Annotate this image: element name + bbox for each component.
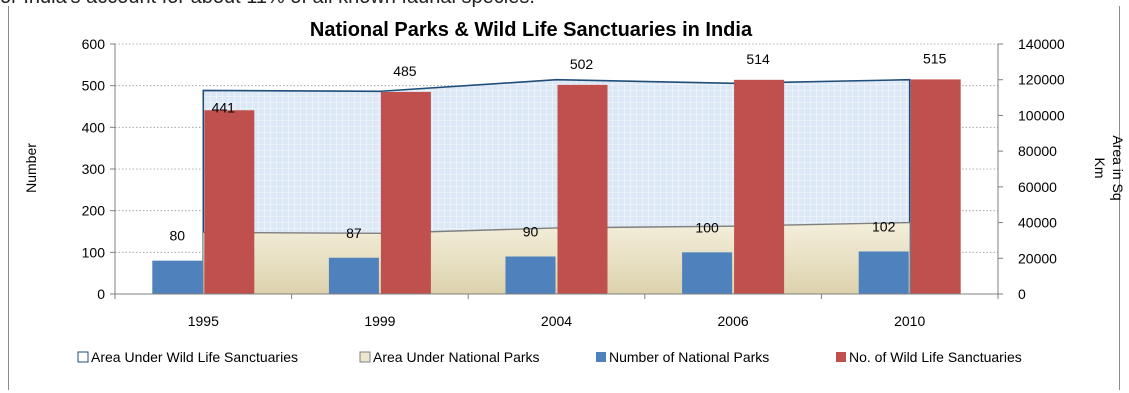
y2-axis-label-line1: Area in Sq bbox=[1110, 135, 1126, 200]
chart-title: National Parks & Wild Life Sanctuaries i… bbox=[310, 19, 753, 41]
chart-frame bbox=[8, 6, 1120, 390]
y2-axis-label: Area in Sq Km bbox=[1092, 135, 1126, 200]
bar-wildlife-sanctuaries bbox=[380, 91, 431, 295]
legend-swatch bbox=[836, 352, 846, 362]
x-tick-label: 1999 bbox=[364, 313, 395, 329]
bar-national-parks bbox=[328, 257, 379, 294]
data-label-national-parks: 87 bbox=[346, 225, 362, 241]
legend-item-area-wildlife: Area Under Wild Life Sanctuaries bbox=[91, 349, 298, 365]
y2-tick-label: 120000 bbox=[1018, 72, 1065, 88]
bar-wildlife-sanctuaries bbox=[734, 79, 785, 294]
x-tick-label: 2010 bbox=[894, 313, 925, 329]
bar-wildlife-sanctuaries bbox=[910, 79, 961, 295]
clipped-page-text: or India's account for about 11% of all … bbox=[0, 0, 535, 9]
y-tick-label: 0 bbox=[97, 286, 105, 302]
y2-tick-label: 100000 bbox=[1018, 107, 1065, 123]
x-tick-label: 1995 bbox=[188, 313, 219, 329]
y2-tick-label: 40000 bbox=[1018, 215, 1057, 231]
y-tick-label: 500 bbox=[82, 78, 106, 94]
y2-tick-label: 0 bbox=[1018, 286, 1026, 302]
data-label-national-parks: 80 bbox=[170, 228, 186, 244]
data-label-wildlife-sanctuaries: 502 bbox=[570, 56, 594, 72]
data-label-wildlife-sanctuaries: 485 bbox=[393, 63, 417, 79]
y2-tick-label: 140000 bbox=[1018, 36, 1065, 52]
y-tick-label: 200 bbox=[82, 203, 106, 219]
x-tick-label: 2004 bbox=[541, 313, 572, 329]
area-national-parks bbox=[203, 222, 910, 294]
area-national-parks-outline bbox=[203, 221, 910, 234]
bar-national-parks bbox=[152, 260, 203, 294]
legend-swatch bbox=[77, 351, 89, 363]
bar-national-parks bbox=[858, 251, 909, 294]
data-label-wildlife-sanctuaries: 515 bbox=[923, 50, 947, 66]
bar-national-parks bbox=[682, 252, 733, 294]
legend-item-number-wildlife: No. of Wild Life Sanctuaries bbox=[849, 349, 1022, 365]
area-wildlife-sanctuaries-outline bbox=[202, 78, 911, 294]
data-label-national-parks: 100 bbox=[695, 219, 719, 235]
plot-area: 80 87 90 100 102 441 485 502 514 515 0 100 200 300 400… bbox=[82, 36, 1065, 329]
y2-tick-label: 20000 bbox=[1018, 250, 1057, 266]
y-tick-label: 300 bbox=[82, 161, 106, 177]
y-axis-label: Number bbox=[23, 143, 39, 193]
y-tick-label: 600 bbox=[82, 36, 106, 52]
data-label-wildlife-sanctuaries: 514 bbox=[746, 51, 770, 67]
y2-tick-label: 80000 bbox=[1018, 143, 1057, 159]
legend-item-area-national-parks: Area Under National Parks bbox=[373, 349, 540, 365]
y2-tick-label: 60000 bbox=[1018, 179, 1057, 195]
y2-axis-label-line2: Km bbox=[1092, 158, 1108, 179]
data-label-national-parks: 102 bbox=[872, 219, 896, 235]
data-label-wildlife-sanctuaries: 441 bbox=[212, 99, 236, 115]
bar-national-parks bbox=[505, 256, 556, 294]
legend: Area Under Wild Life Sanctuaries Area Und… bbox=[77, 349, 1022, 365]
legend-swatch bbox=[359, 351, 371, 363]
bar-wildlife-sanctuaries bbox=[557, 84, 608, 294]
y-tick-label: 400 bbox=[82, 119, 106, 135]
legend-swatch bbox=[596, 352, 606, 362]
data-label-national-parks: 90 bbox=[523, 224, 539, 240]
bar-wildlife-sanctuaries bbox=[204, 110, 255, 294]
x-tick-label: 2006 bbox=[718, 313, 749, 329]
legend-item-number-national-parks: Number of National Parks bbox=[609, 349, 769, 365]
y-tick-label: 100 bbox=[82, 244, 106, 260]
